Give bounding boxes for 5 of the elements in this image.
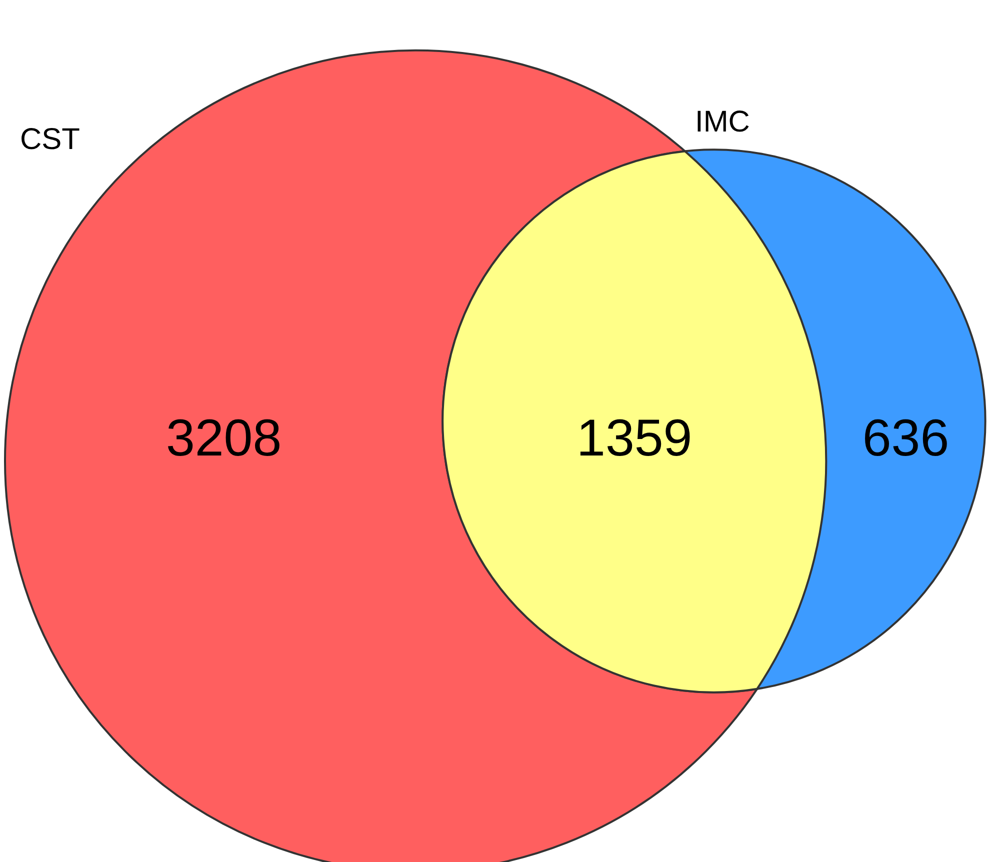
data-label: 636 — [862, 409, 950, 468]
text: IMC — [694, 105, 750, 138]
text: CST — [20, 123, 80, 156]
data-label: 3208 — [166, 409, 282, 468]
data-label: 1359 — [576, 409, 692, 468]
